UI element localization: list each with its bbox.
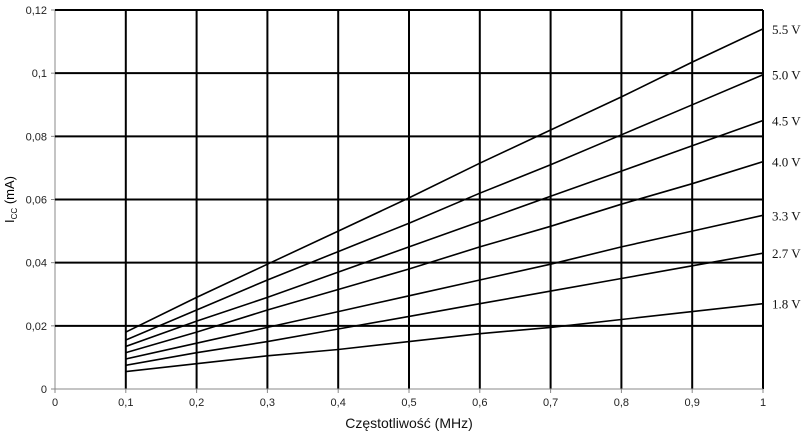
y-axis-label-subscript: CC (10, 208, 19, 220)
series-label: 4.0 V (772, 155, 801, 170)
series-line-5-5-V (125, 28, 764, 333)
x-tick-label: 0 (52, 397, 58, 409)
x-tick-label: 0,1 (118, 397, 133, 409)
series-label: 2.7 V (772, 246, 801, 261)
y-tick-label: 0,12 (26, 5, 47, 17)
x-tick-label: 0,9 (685, 397, 700, 409)
series-line-3-3-V (125, 214, 764, 360)
x-tick-label: 0,7 (543, 397, 558, 409)
x-tick-label: 0,4 (331, 397, 346, 409)
series-line-1-8-V (125, 302, 764, 373)
series-lines (125, 28, 764, 373)
y-axis-label-prefix: I (2, 219, 17, 223)
x-tick-label: 0,6 (472, 397, 487, 409)
grid-lines (51, 9, 764, 393)
y-axis-label-suffix: (mA) (2, 176, 17, 208)
series-line-5-0-V (125, 73, 764, 341)
y-tick-label: 0,04 (26, 258, 47, 270)
y-tick-label: 0 (41, 384, 47, 396)
series-label: 4.5 V (772, 114, 801, 129)
series-line-4-0-V (125, 160, 764, 354)
y-tick-labels: 0 0,02 0,04 0,06 0,08 0,1 0,12 (26, 5, 47, 396)
series-line-4-5-V (125, 119, 764, 348)
x-tick-label: 1 (760, 397, 766, 409)
y-tick-label: 0,06 (26, 195, 47, 207)
x-tick-label: 0,2 (189, 397, 204, 409)
x-tick-label: 0,3 (260, 397, 275, 409)
y-tick-label: 0,02 (26, 321, 47, 333)
series-label: 5.0 V (772, 68, 801, 83)
x-tick-label: 0,5 (401, 397, 416, 409)
x-axis-label: Częstotliwość (MHz) (345, 415, 473, 431)
series-label: 1.8 V (772, 297, 801, 312)
y-axis-label: ICC (mA) (2, 176, 19, 223)
series-line-2-7-V (125, 252, 764, 367)
series-label: 5.5 V (772, 22, 801, 37)
x-tick-labels: 0 0,1 0,2 0,3 0,4 0,5 0,6 0,7 0,8 0,9 1 (52, 397, 766, 409)
x-tick-label: 0,8 (614, 397, 629, 409)
series-label: 3.3 V (772, 208, 801, 223)
y-tick-label: 0,1 (32, 68, 47, 80)
y-tick-label: 0,08 (26, 131, 47, 143)
series-labels: 5.5 V 5.0 V 4.5 V 4.0 V 3.3 V 2.7 V 1.8 V (772, 22, 801, 312)
